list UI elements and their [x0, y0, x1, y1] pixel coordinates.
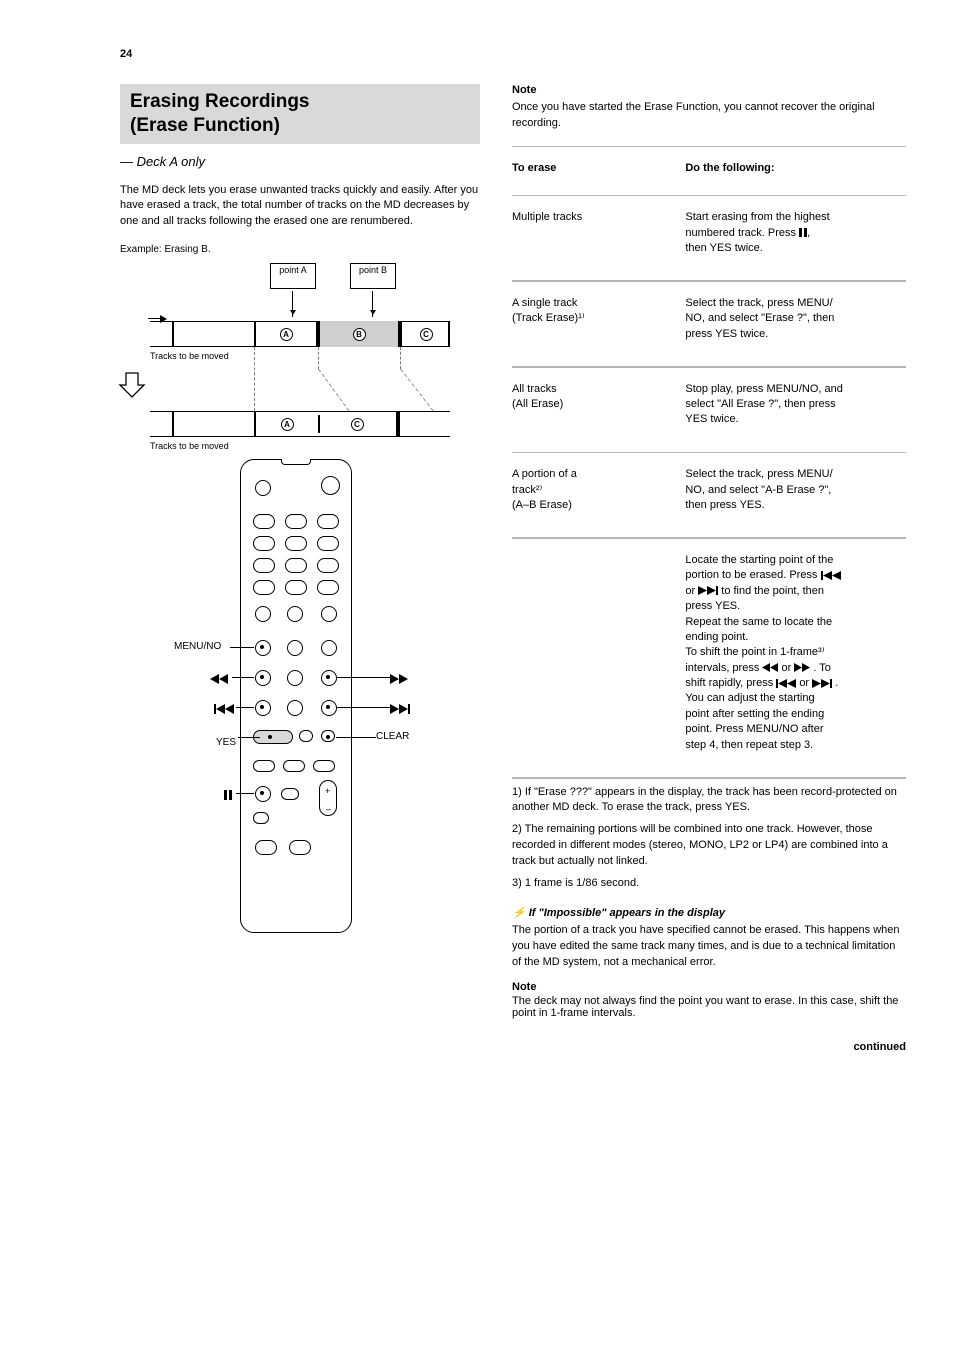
prev-track-icon: [776, 679, 796, 688]
diagram-point-a-box: point A: [270, 263, 316, 289]
heading-line2: (Erase Function): [130, 115, 280, 136]
small-btn[interactable]: [299, 730, 313, 742]
footnote-2: 2) The remaining portions will be combin…: [512, 822, 906, 870]
tape1-label: Tracks to be moved: [150, 351, 229, 361]
remote-round-btn[interactable]: [321, 606, 337, 622]
footnote-1: 1) If "Erase ???" appears in the display…: [512, 785, 906, 817]
prev-track-icon: [214, 704, 234, 714]
footnote-3: 3) 1 frame is 1/86 second.: [512, 876, 906, 892]
example-label: Example: Erasing B.: [120, 244, 480, 255]
subtitle: — Deck A only: [120, 154, 480, 169]
pause-icon: [224, 790, 232, 800]
table-row: Locate the starting point of the portion…: [512, 545, 906, 763]
note-2: Note The deck may not always find the po…: [512, 981, 906, 1019]
tape-before: A B C: [150, 321, 450, 347]
callout-next: [390, 703, 410, 714]
callout-rew: [210, 671, 228, 685]
continued-label: continued: [512, 1041, 906, 1053]
callout-yes: YES: [216, 737, 236, 748]
forward-icon: [390, 674, 408, 684]
th-do: Do the following:: [685, 161, 906, 176]
table-row: A single track (Track Erase)¹⁾ Select th…: [512, 288, 906, 352]
heading-line1: Erasing Recordings: [130, 91, 310, 112]
rewind-icon: [210, 674, 228, 684]
tape-after: A C: [150, 411, 450, 437]
pause-icon: [799, 228, 807, 237]
remote-diagram: + – MENU/NO: [120, 459, 460, 959]
table-row: Multiple tracks Start erasing from the h…: [512, 202, 906, 266]
callout-menu-no: MENU/NO: [174, 641, 221, 652]
callout-clear: CLEAR: [376, 731, 409, 742]
next-track-icon: [390, 704, 410, 714]
operations-table: To erase Do the following: Multiple trac…: [512, 146, 906, 779]
next-track-icon: [812, 679, 832, 688]
remote-small-btn[interactable]: [321, 640, 337, 656]
next-track-icon: [698, 586, 718, 595]
intro-paragraph: The MD deck lets you erase unwanted trac…: [120, 183, 480, 231]
tip-heading: ⚡ If "Impossible" appears in the display: [512, 906, 906, 919]
tip-body: The portion of a track you have specifie…: [512, 923, 906, 971]
erase-diagram: point A point B A B C Tracks to be moved: [120, 263, 450, 453]
tape2-label: Tracks to be moved: [150, 441, 229, 451]
play-button[interactable]: [287, 700, 303, 716]
remote-round-btn[interactable]: [287, 606, 303, 622]
rewind-icon: [762, 663, 778, 672]
callout-fwd: [390, 671, 408, 685]
th-to-erase: To erase: [512, 161, 685, 176]
section-heading-box: Erasing Recordings (Erase Function): [120, 84, 480, 144]
remote-small-btn[interactable]: [287, 640, 303, 656]
diagram-point-b-box: point B: [350, 263, 396, 289]
remote-round-btn[interactable]: [255, 606, 271, 622]
table-row: A portion of a track²⁾ (A–B Erase) Selec…: [512, 459, 906, 523]
forward-icon: [794, 663, 810, 672]
note-body: Once you have started the Erase Function…: [512, 100, 906, 132]
power-button[interactable]: [321, 476, 340, 495]
table-row: All tracks (All Erase) Stop play, press …: [512, 374, 906, 438]
note-heading: Note: [512, 84, 906, 96]
callout-pause: [224, 789, 232, 800]
callout-prev: [214, 703, 234, 714]
page-number: 24: [120, 48, 906, 60]
middle-button[interactable]: [287, 670, 303, 686]
prev-track-icon: [821, 571, 841, 580]
